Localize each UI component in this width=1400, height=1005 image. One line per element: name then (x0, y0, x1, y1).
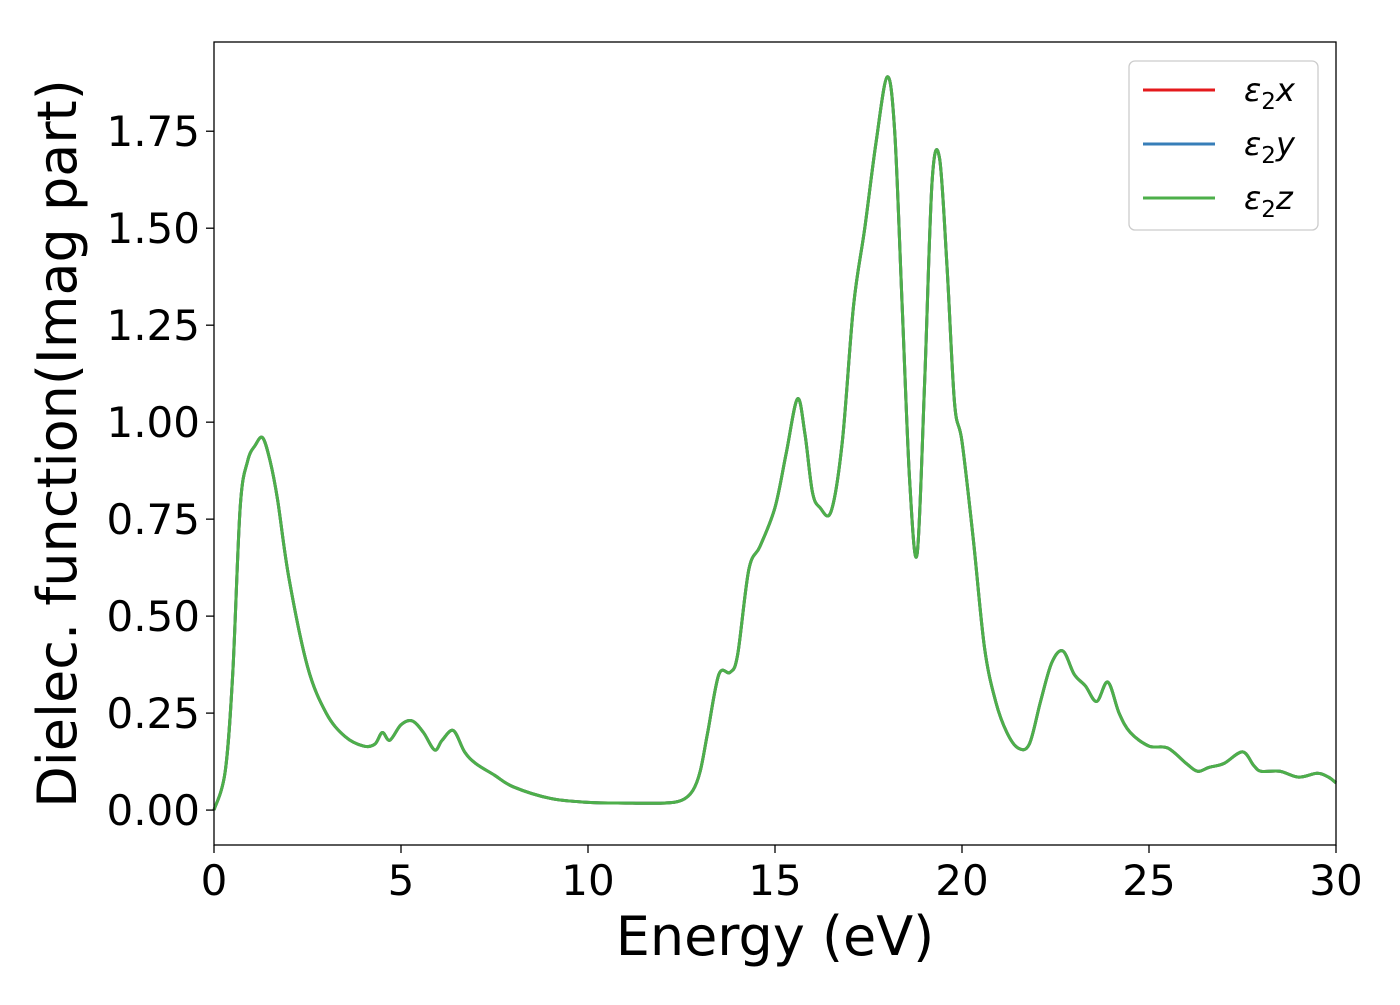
legend-label: ε2x (1244, 71, 1296, 115)
x-tick-label: 20 (935, 856, 988, 905)
series-line-z (212, 75, 1337, 811)
x-tick-label: 25 (1122, 856, 1175, 905)
y-tick-label: 1.25 (106, 301, 200, 350)
x-axis-title: Energy (eV) (616, 905, 935, 968)
legend-box (1128, 60, 1319, 231)
x-axis-ticks: 0 5 10 15 20 25 30 (201, 845, 1363, 905)
legend-label: ε2z (1244, 179, 1294, 223)
x-tick-label: 5 (388, 856, 415, 905)
x-tick-label: 0 (201, 856, 228, 905)
y-tick-label: 1.00 (106, 398, 200, 447)
x-tick-label: 10 (561, 856, 614, 905)
y-axis-title: Dielec. function(Imag part) (26, 79, 89, 808)
x-tick-label: 30 (1309, 856, 1362, 905)
legend: ε2x ε2y ε2z (1128, 60, 1319, 231)
y-tick-label: 1.50 (106, 204, 200, 253)
y-tick-label: 1.75 (106, 107, 200, 156)
y-tick-label: 0.50 (106, 592, 200, 641)
series-layer (212, 75, 1337, 811)
legend-label: ε2y (1244, 125, 1296, 169)
y-tick-label: 0.75 (106, 495, 200, 544)
x-tick-label: 15 (748, 856, 801, 905)
y-tick-label: 0.00 (106, 786, 200, 835)
y-tick-label: 0.25 (106, 689, 200, 738)
y-axis-ticks: 0.00 0.25 0.50 0.75 1.00 1.25 1.50 1.75 (106, 107, 214, 835)
